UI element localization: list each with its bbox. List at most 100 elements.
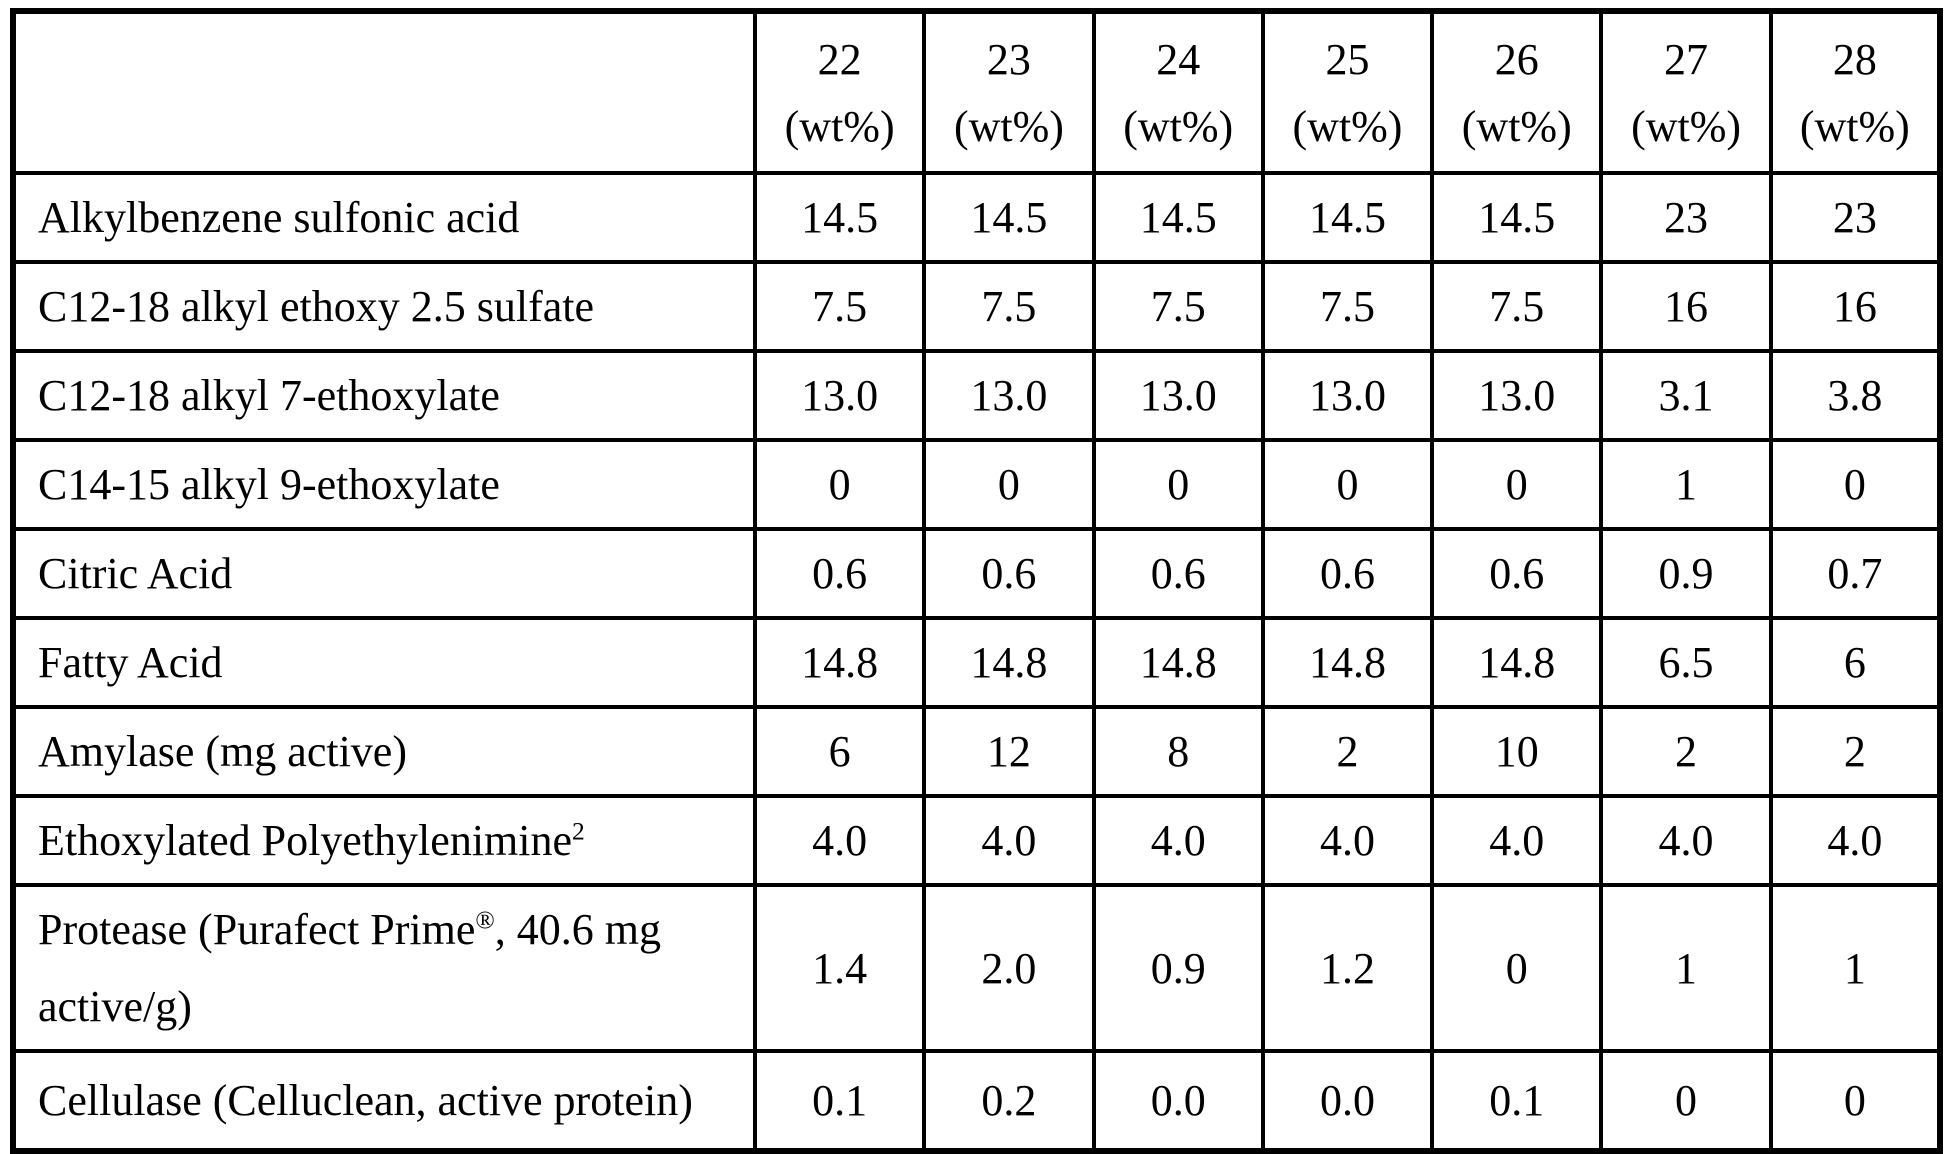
value-cell: 10 <box>1430 705 1604 798</box>
ingredient-name: C12-18 alkyl ethoxy 2.5 sulfate <box>38 282 595 331</box>
table-row: Protease (Purafect Prime®, 40.6 mg activ… <box>11 883 1943 1053</box>
value-cell: 1.2 <box>1260 883 1435 1053</box>
value-cell: 6 <box>1768 616 1943 709</box>
value-cell: 0.9 <box>1091 883 1265 1053</box>
superscript: 2 <box>572 816 585 846</box>
value-cell: 0.6 <box>1430 527 1604 620</box>
ingredient-name: C12-18 alkyl 7-ethoxylate <box>38 371 500 420</box>
table-row: Alkylbenzene sulfonic acid 14.5 14.5 14.5 14… <box>11 171 1943 264</box>
value-cell: 0 <box>1599 1049 1773 1153</box>
value-cell: 14.5 <box>752 171 927 264</box>
table-row: C12-18 alkyl ethoxy 2.5 sulfate 7.5 7.5 7.5… <box>11 260 1943 353</box>
value-cell: 7.5 <box>1260 260 1435 353</box>
column-number: 27 <box>1664 34 1709 84</box>
value-cell: 2 <box>1768 705 1943 798</box>
superscript: ® <box>475 905 495 935</box>
ingredient-label: Amylase (mg active) <box>11 705 757 798</box>
column-unit: (wt%) <box>1292 101 1403 151</box>
ingredient-name: Cellulase (Celluclean, active protein) <box>38 1076 693 1125</box>
value-cell: 13.0 <box>1260 349 1435 442</box>
value-cell: 6.5 <box>1599 616 1773 709</box>
value-cell: 0.9 <box>1599 527 1773 620</box>
value-cell: 7.5 <box>922 260 1096 353</box>
value-cell: 14.8 <box>1091 616 1265 709</box>
value-cell: 23 <box>1768 171 1943 264</box>
value-cell: 3.8 <box>1768 349 1943 442</box>
ingredient-label: Protease (Purafect Prime®, 40.6 mg activ… <box>11 883 757 1053</box>
header-row: 22 (wt%) 23 (wt%) 24 (wt%) 25 (wt%) 26 (wt%) 27 (wt… <box>11 9 1943 175</box>
ingredient-name: Protease (Purafect Prime <box>38 905 476 954</box>
column-unit: (wt%) <box>1461 101 1572 151</box>
value-cell: 0 <box>752 438 927 531</box>
value-cell: 14.5 <box>1260 171 1435 264</box>
value-cell: 23 <box>1599 171 1773 264</box>
value-cell: 1 <box>1599 883 1773 1053</box>
column-header: 26 (wt%) <box>1430 9 1604 175</box>
value-cell: 0 <box>1430 438 1604 531</box>
column-number: 22 <box>817 34 862 84</box>
ingredient-label: Ethoxylated Polyethylenimine2 <box>11 794 757 887</box>
value-cell: 0 <box>1768 438 1943 531</box>
value-cell: 0 <box>1260 438 1435 531</box>
value-cell: 0.7 <box>1768 527 1943 620</box>
value-cell: 1 <box>1768 883 1943 1053</box>
column-unit: (wt%) <box>1631 101 1742 151</box>
value-cell: 1.4 <box>752 883 927 1053</box>
value-cell: 4.0 <box>1260 794 1435 887</box>
column-header: 28 (wt%) <box>1768 9 1943 175</box>
value-cell: 7.5 <box>1430 260 1604 353</box>
value-cell: 2.0 <box>922 883 1096 1053</box>
ingredient-label: Fatty Acid <box>11 616 757 709</box>
ingredient-name: C14-15 alkyl 9-ethoxylate <box>38 460 500 509</box>
column-unit: (wt%) <box>1799 101 1910 151</box>
value-cell: 14.8 <box>752 616 927 709</box>
value-cell: 4.0 <box>752 794 927 887</box>
value-cell: 0.0 <box>1260 1049 1435 1153</box>
value-cell: 13.0 <box>1091 349 1265 442</box>
value-cell: 14.5 <box>922 171 1096 264</box>
value-cell: 0.6 <box>1091 527 1265 620</box>
column-number: 23 <box>986 34 1031 84</box>
value-cell: 0.0 <box>1091 1049 1265 1153</box>
value-cell: 0.6 <box>922 527 1096 620</box>
value-cell: 16 <box>1768 260 1943 353</box>
ingredient-name: Alkylbenzene sulfonic acid <box>38 193 520 242</box>
table-row: Cellulase (Celluclean, active protein) 0.… <box>11 1049 1943 1153</box>
table-body: Alkylbenzene sulfonic acid 14.5 14.5 14.5 14… <box>11 171 1943 1153</box>
table-header: 22 (wt%) 23 (wt%) 24 (wt%) 25 (wt%) 26 (wt%) 27 (wt… <box>11 9 1943 175</box>
value-cell: 13.0 <box>1430 349 1604 442</box>
value-cell: 13.0 <box>752 349 927 442</box>
ingredient-label: C12-18 alkyl 7-ethoxylate <box>11 349 757 442</box>
table-row: C14-15 alkyl 9-ethoxylate 0 0 0 0 0 1 0 <box>11 438 1943 531</box>
column-header: 25 (wt%) <box>1260 9 1435 175</box>
ingredient-label: C12-18 alkyl ethoxy 2.5 sulfate <box>11 260 757 353</box>
column-number: 28 <box>1832 34 1877 84</box>
value-cell: 0.1 <box>1430 1049 1604 1153</box>
value-cell: 4.0 <box>1599 794 1773 887</box>
column-header: 27 (wt%) <box>1599 9 1773 175</box>
column-unit: (wt%) <box>953 101 1064 151</box>
value-cell: 6 <box>752 705 927 798</box>
table-row: Fatty Acid 14.8 14.8 14.8 14.8 14.8 6.5 6 <box>11 616 1943 709</box>
column-header: 24 (wt%) <box>1091 9 1265 175</box>
ingredient-name: Amylase (mg active) <box>38 727 407 776</box>
value-cell: 14.8 <box>1430 616 1604 709</box>
value-cell: 7.5 <box>1091 260 1265 353</box>
value-cell: 0.6 <box>752 527 927 620</box>
value-cell: 0.2 <box>922 1049 1096 1153</box>
corner-cell <box>11 9 757 175</box>
value-cell: 0.1 <box>752 1049 927 1153</box>
ingredient-name: Citric Acid <box>38 549 233 598</box>
formulation-table: 22 (wt%) 23 (wt%) 24 (wt%) 25 (wt%) 26 (wt%) 27 (wt… <box>10 8 1943 1154</box>
column-number: 26 <box>1494 34 1539 84</box>
value-cell: 0 <box>922 438 1096 531</box>
value-cell: 0 <box>1430 883 1604 1053</box>
column-number: 24 <box>1156 34 1201 84</box>
table-row: Amylase (mg active) 6 12 8 2 10 2 2 <box>11 705 1943 798</box>
value-cell: 2 <box>1260 705 1435 798</box>
column-header: 22 (wt%) <box>752 9 927 175</box>
ingredient-name: Ethoxylated Polyethylenimine <box>38 816 573 865</box>
value-cell: 4.0 <box>1768 794 1943 887</box>
value-cell: 4.0 <box>1091 794 1265 887</box>
ingredient-label: Citric Acid <box>11 527 757 620</box>
